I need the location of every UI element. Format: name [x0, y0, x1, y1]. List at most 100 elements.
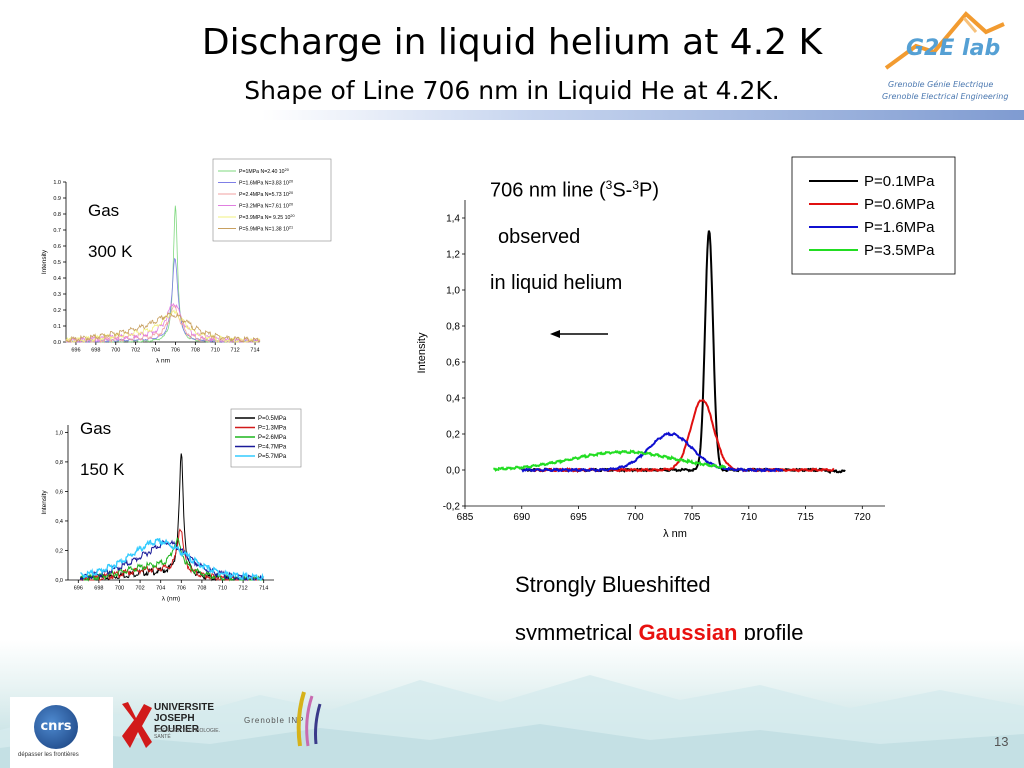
g2e-lab-line2: Grenoble Electrical Engineering	[882, 92, 1009, 101]
y-tick-label: 1,0	[446, 286, 460, 297]
y-tick-label: 1,2	[446, 250, 460, 261]
line-title-sup1: 3	[605, 178, 613, 192]
series-line-5	[80, 537, 265, 582]
title-underline-bar	[262, 110, 1024, 120]
x-tick-label: 700	[115, 586, 124, 592]
y-tick-label: 0,4	[446, 394, 460, 405]
chart-liquid-he: 685 690 695 700 705 710 715 720 -0,2 0,0 0,2 0,4 0,6…	[405, 150, 985, 565]
legend-box	[230, 408, 302, 468]
legend-label: P=1.6MPa N=3.83 1020	[239, 180, 293, 187]
legend-label: P=2.6MPa	[258, 435, 287, 441]
x-tick-label: 712	[239, 586, 248, 592]
chart-gas-150k: 696 698 700 702 704 706 708 710 712 714 0,0 0,2 0,4 0…	[38, 405, 338, 610]
y-tick-label: -0,2	[443, 502, 461, 513]
y-tick-label: 0,0	[55, 578, 63, 584]
y-tick-label: 0.3	[53, 292, 61, 298]
legend: P=1MPa N=2.40 1020 P=1.6MPa N=3.83 1020 P=…	[212, 158, 332, 242]
chart-gas-300k-svg: 696 698 700 702 704 706 708 710 712 714 0.0 0.1 0.2 0…	[41, 158, 332, 365]
legend-label: P=3.2MPa N=7.61 1020	[239, 203, 293, 210]
legend-label: P=0.1MPa	[864, 173, 935, 190]
series-line-6	[65, 311, 261, 344]
x-tick-label: 712	[231, 348, 240, 354]
legend-box	[791, 156, 956, 275]
grenoble-inp-name: Grenoble INP	[244, 716, 305, 725]
legend-label: P=4.7MPa	[258, 445, 287, 451]
gas-150k-temp: 150 K	[80, 460, 125, 479]
y-tick-label: 0.6	[53, 244, 61, 250]
x-tick-label: 704	[151, 348, 160, 354]
in-liquid-text: in liquid helium	[490, 272, 623, 294]
series-line-2	[65, 257, 261, 343]
y-tick-label: 0,8	[446, 322, 460, 333]
slide-subtitle: Shape of Line 706 nm in Liquid He at 4.2…	[244, 76, 780, 105]
series-line-2	[80, 528, 264, 581]
gas-300k-label: Gas	[88, 201, 120, 220]
x-tick-label: 704	[156, 586, 165, 592]
chart-liquid-he-svg: 685 690 695 700 705 710 715 720 -0,2 0,0 0,2 0,4 0,6…	[416, 156, 956, 540]
legend-label: P=5.7MPa	[258, 454, 287, 460]
x-tick-label: 698	[91, 348, 100, 354]
y-tick-label: 0.5	[53, 260, 61, 266]
legend-label: P=1MPa N=2.40 1020	[239, 168, 289, 175]
legend: P=0.5MPa P=1.3MPa P=2.6MPa P=4.7MPa P=5.7MPa	[230, 408, 302, 468]
line-title: 706 nm line (3S-3P)	[490, 178, 659, 203]
x-tick-label: 714	[259, 586, 268, 592]
page-number: 13	[994, 734, 1009, 749]
y-tick-label: 0.8	[53, 212, 61, 218]
x-tick-label: 705	[684, 512, 701, 523]
slide-title: Discharge in liquid helium at 4.2 K	[201, 22, 823, 63]
y-tick-label: 0,2	[446, 430, 460, 441]
x-tick-label: 720	[854, 512, 871, 523]
ujf-name: UNIVERSITE JOSEPH FOURIER	[154, 702, 215, 735]
g2e-mountain-icon	[884, 11, 1005, 70]
y-tick-label: 0,0	[446, 466, 460, 477]
left-arrow-icon	[550, 330, 608, 338]
x-tick-label: 690	[513, 512, 530, 523]
y-axis-label: Intensity	[41, 490, 48, 515]
legend-label: P=1.6MPa	[864, 219, 935, 236]
conclusion-line-1: Strongly Blueshifted	[515, 572, 711, 597]
series-line-4	[493, 449, 727, 473]
x-tick-label: 708	[197, 586, 206, 592]
x-tick-label: 700	[111, 348, 120, 354]
line-title-sup2: 3	[632, 178, 639, 192]
y-tick-label: 0.2	[53, 308, 61, 314]
g2e-lab-line1: Grenoble Génie Electrique	[888, 80, 994, 89]
x-tick-label: 698	[94, 586, 103, 592]
y-tick-label: 0,6	[55, 489, 63, 495]
y-tick-label: 0.7	[53, 228, 61, 234]
x-axis-label: λ nm	[156, 358, 170, 365]
y-tick-label: 0.4	[53, 276, 61, 282]
grenoble-inp-logo: Grenoble INP	[244, 688, 344, 748]
legend: P=0.1MPa P=0.6MPa P=1.6MPa P=3.5MPa	[791, 156, 956, 275]
y-tick-label: 1,4	[446, 214, 460, 225]
x-tick-label: 710	[740, 512, 757, 523]
ujf-tagline: SCIENCES. TECHNOLOGIE. SANTÉ	[154, 728, 221, 740]
x-tick-label: 696	[74, 586, 83, 592]
observed-text: observed	[498, 226, 581, 248]
line-title-prefix: 706 nm line (	[490, 179, 606, 202]
ujf-emblem-icon	[122, 702, 152, 748]
legend-label: P=2.4MPa N=5.73 1020	[239, 191, 293, 198]
x-tick-label: 706	[177, 586, 186, 592]
x-tick-label: 696	[71, 348, 80, 354]
line-title-mid: S-	[612, 179, 633, 202]
y-axis-label: Intensity	[416, 332, 428, 373]
legend-label: P=3.5MPa	[864, 242, 935, 259]
y-tick-label: 0,2	[55, 548, 63, 554]
x-tick-label: 715	[797, 512, 814, 523]
legend-label: P=1.3MPa	[258, 426, 287, 432]
g2e-lab-logo: G2E lab Grenoble Génie Electrique Grenob…	[876, 6, 1016, 106]
y-tick-label: 0.0	[53, 340, 61, 346]
inp-arc-icon	[296, 691, 322, 747]
cnrs-logo: cnrs dépasser les frontières	[10, 697, 113, 768]
cnrs-tagline: dépasser les frontières	[18, 752, 79, 758]
legend-label: P=0.6MPa	[864, 196, 935, 213]
y-tick-label: 0,6	[446, 358, 460, 369]
x-tick-label: 685	[457, 512, 474, 523]
x-tick-label: 706	[171, 348, 180, 354]
mountain-footer-image	[0, 675, 1024, 768]
y-axis-label: Intensity	[41, 249, 48, 274]
g2e-lab-name: G2E lab	[906, 36, 1001, 61]
